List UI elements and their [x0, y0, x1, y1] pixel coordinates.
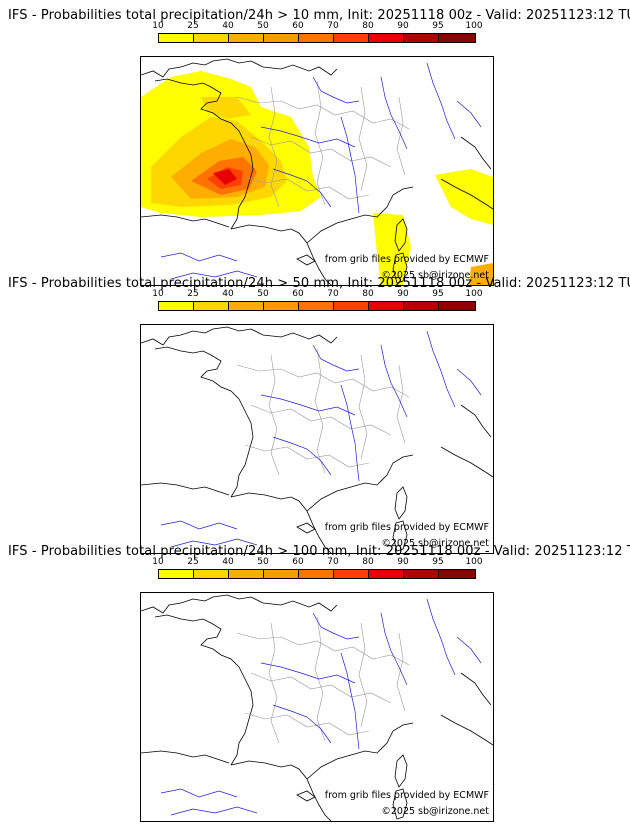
probability-contour	[373, 213, 411, 285]
colorbar-swatch	[369, 302, 404, 310]
colorbar-swatch	[334, 34, 369, 42]
map-frame: from grib files provided by ECMWF ©2025 …	[140, 324, 494, 554]
admin-borders	[236, 348, 410, 476]
map-svg	[141, 326, 493, 553]
colorbar-swatches	[158, 301, 476, 311]
colorbar-swatch	[369, 570, 404, 578]
colorbar-tick-label: 50	[257, 289, 269, 299]
rivers	[160, 62, 482, 280]
map-svg	[141, 594, 493, 821]
rivers	[160, 330, 482, 548]
probability-contour	[469, 263, 493, 285]
colorbar-swatch	[264, 34, 299, 42]
coastlines	[141, 594, 493, 821]
colorbar-tick-label: 10	[152, 557, 164, 567]
copyright-credit: ©2025 sb@irizone.net	[381, 806, 489, 817]
colorbar-swatch	[404, 34, 439, 42]
copyright-credit: ©2025 sb@irizone.net	[381, 538, 489, 549]
colorbar-swatch	[369, 34, 404, 42]
colorbar-tick-label: 10	[152, 21, 164, 31]
colorbar-tick-label: 70	[327, 289, 339, 299]
colorbar-tick-label: 40	[222, 289, 234, 299]
source-credit: from grib files provided by ECMWF	[324, 522, 489, 533]
admin-borders	[236, 616, 410, 744]
forecast-panel: IFS - Probabilities total precipitation/…	[0, 276, 630, 554]
colorbar-tick-label: 80	[362, 289, 374, 299]
colorbar-swatch	[439, 34, 475, 42]
colorbar-swatches	[158, 569, 476, 579]
map-svg	[141, 58, 493, 285]
probability-contour	[213, 169, 237, 185]
colorbar: 10 25 40 50 60 70 80 90 95 100	[152, 557, 483, 580]
colorbar-tick-label: 25	[187, 557, 199, 567]
colorbar-tick-label: 60	[292, 557, 304, 567]
coastlines	[141, 58, 493, 285]
forecast-panel: IFS - Probabilities total precipitation/…	[0, 8, 630, 286]
colorbar-tick-label: 90	[397, 557, 409, 567]
copyright-credit: ©2025 sb@irizone.net	[381, 270, 489, 281]
colorbar-tick-label: 95	[432, 557, 444, 567]
colorbar-tick-label: 70	[327, 557, 339, 567]
colorbar-swatch	[439, 570, 475, 578]
source-credit: from grib files provided by ECMWF	[324, 254, 489, 265]
panel-title: IFS - Probabilities total precipitation/…	[8, 8, 630, 23]
forecast-panel: IFS - Probabilities total precipitation/…	[0, 544, 630, 822]
colorbar-swatch	[229, 34, 264, 42]
colorbar-swatch	[194, 570, 229, 578]
colorbar-tick-label: 90	[397, 21, 409, 31]
colorbar-swatch	[159, 302, 194, 310]
colorbar-swatch	[404, 302, 439, 310]
colorbar-tick-labels: 10 25 40 50 60 70 80 90 95 100	[152, 557, 482, 568]
colorbar-swatch	[404, 570, 439, 578]
colorbar-tick-label: 100	[465, 557, 483, 567]
colorbar-tick-labels: 10 25 40 50 60 70 80 90 95 100	[152, 289, 482, 300]
probability-contour	[435, 169, 493, 225]
colorbar-tick-label: 100	[465, 21, 483, 31]
colorbar: 10 25 40 50 60 70 80 90 95 100	[152, 289, 483, 312]
colorbar-swatch	[229, 302, 264, 310]
colorbar-tick-label: 90	[397, 289, 409, 299]
colorbar-tick-label: 25	[187, 21, 199, 31]
colorbar-swatch	[334, 302, 369, 310]
colorbar-tick-label: 80	[362, 21, 374, 31]
colorbar-tick-label: 60	[292, 21, 304, 31]
map-frame: from grib files provided by ECMWF ©2025 …	[140, 56, 494, 286]
rivers	[160, 598, 482, 816]
colorbar-swatch	[159, 570, 194, 578]
colorbar-swatch	[299, 34, 334, 42]
colorbar-tick-label: 60	[292, 289, 304, 299]
colorbar-swatch	[439, 302, 475, 310]
colorbar-swatch	[334, 570, 369, 578]
panel-title: IFS - Probabilities total precipitation/…	[8, 276, 630, 291]
source-credit: from grib files provided by ECMWF	[324, 790, 489, 801]
coastlines	[141, 326, 493, 553]
colorbar-tick-label: 100	[465, 289, 483, 299]
colorbar-tick-label: 25	[187, 289, 199, 299]
colorbar-swatch	[159, 34, 194, 42]
colorbar-swatch	[299, 302, 334, 310]
colorbar-swatch	[194, 34, 229, 42]
colorbar-tick-label: 95	[432, 21, 444, 31]
colorbar-tick-label: 70	[327, 21, 339, 31]
panel-title: IFS - Probabilities total precipitation/…	[8, 544, 630, 559]
colorbar-tick-label: 50	[257, 557, 269, 567]
colorbar-tick-label: 95	[432, 289, 444, 299]
colorbar-tick-label: 50	[257, 21, 269, 31]
colorbar-swatch	[264, 570, 299, 578]
colorbar-tick-labels: 10 25 40 50 60 70 80 90 95 100	[152, 21, 482, 32]
probability-field	[141, 71, 493, 285]
colorbar-tick-label: 10	[152, 289, 164, 299]
colorbar-tick-label: 40	[222, 557, 234, 567]
colorbar-swatches	[158, 33, 476, 43]
colorbar-swatch	[264, 302, 299, 310]
colorbar: 10 25 40 50 60 70 80 90 95 100	[152, 21, 483, 44]
map-frame: from grib files provided by ECMWF ©2025 …	[140, 592, 494, 822]
colorbar-swatch	[194, 302, 229, 310]
admin-borders	[236, 80, 410, 208]
colorbar-tick-label: 40	[222, 21, 234, 31]
colorbar-swatch	[299, 570, 334, 578]
colorbar-tick-label: 80	[362, 557, 374, 567]
colorbar-swatch	[229, 570, 264, 578]
